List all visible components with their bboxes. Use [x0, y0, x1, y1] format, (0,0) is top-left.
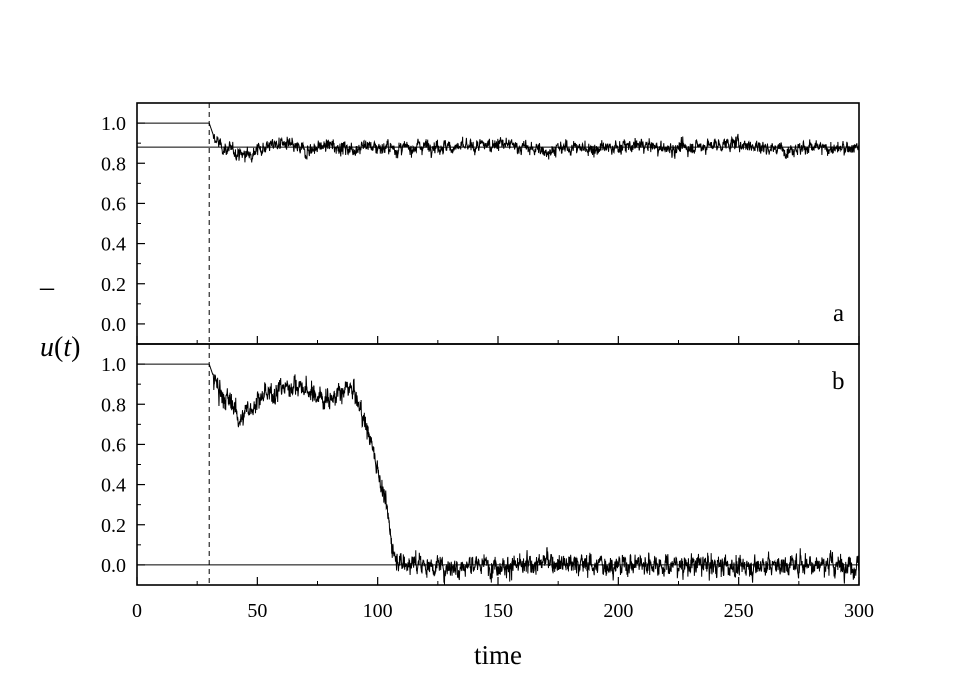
panel-b-ticks: [136, 363, 860, 585]
panel-b-label: b: [832, 368, 845, 395]
x-tick-label: 200: [603, 600, 633, 622]
x-tick-label: 150: [483, 600, 513, 622]
y-axis-label-open-paren: (: [54, 332, 63, 363]
x-tick-label: 100: [363, 600, 393, 622]
x-tick-label: 50: [247, 600, 267, 622]
y-tick-label: 0.4: [101, 475, 126, 497]
y-tick-label: 0.2: [101, 515, 126, 537]
y-axis-label-symbol: u: [40, 332, 54, 363]
panel-b: 0.0 0.2 0.4 0.6 0.8 1.0 0 50 100 150 200 250 300 b: [101, 343, 874, 622]
y-tick-label: 0.0: [101, 555, 126, 577]
x-tick-label: 250: [724, 600, 754, 622]
panel-b-x-tick-labels: 0 50 100 150 200 250 300: [132, 600, 874, 622]
y-tick-label: 0.4: [101, 234, 126, 256]
y-tick-label: 0.6: [101, 434, 126, 456]
panel-b-y-tick-labels: 0.0 0.2 0.4 0.6 0.8 1.0: [101, 354, 126, 577]
y-axis-label-text: u(t): [40, 332, 80, 363]
y-tick-label: 1.0: [101, 113, 126, 135]
panel-a-series-line: [208, 122, 860, 163]
panel-a-label: a: [833, 300, 844, 327]
y-tick-label: 0.2: [101, 274, 126, 296]
y-axis-label-variable: t: [63, 332, 72, 363]
y-tick-label: 0.6: [101, 193, 126, 215]
panel-a: 0.0 0.2 0.4 0.6 0.8 1.0 a: [101, 102, 860, 345]
panel-a-y-tick-labels: 0.0 0.2 0.4 0.6 0.8 1.0: [101, 113, 126, 336]
y-tick-label: 1.0: [101, 354, 126, 376]
panel-b-frame: [136, 343, 860, 586]
panel-b-series-line: [208, 363, 860, 585]
panel-b-reference-lines: [137, 344, 859, 585]
x-tick-label: 0: [132, 600, 142, 622]
y-tick-label: 0.0: [101, 314, 126, 336]
x-tick-label: 300: [844, 600, 874, 622]
y-tick-label: 0.8: [101, 394, 126, 416]
y-axis-label-close-paren: ): [71, 332, 80, 363]
x-axis-title: time: [474, 640, 522, 670]
y-tick-label: 0.8: [101, 153, 126, 175]
y-axis-label-bar: –: [39, 272, 55, 303]
y-axis-label: – u(t): [39, 272, 80, 363]
